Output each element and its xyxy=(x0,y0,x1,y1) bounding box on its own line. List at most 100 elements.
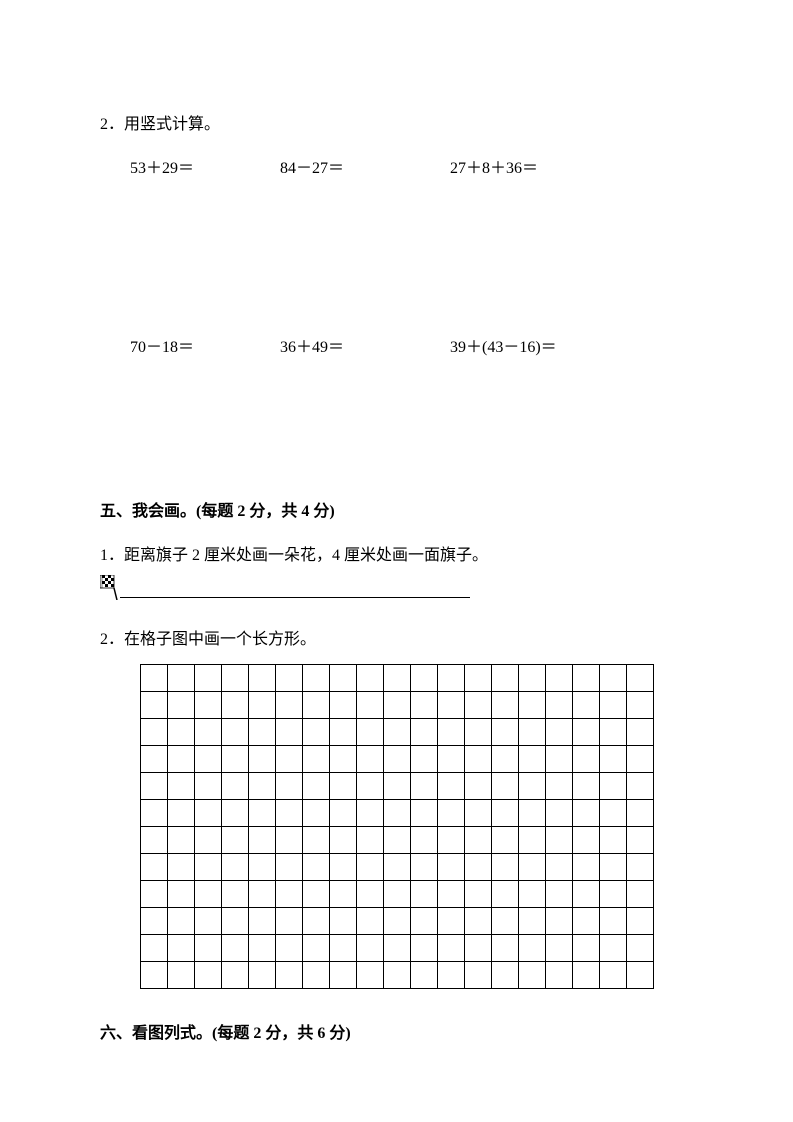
grid-cell xyxy=(195,746,222,773)
grid-cell xyxy=(141,827,168,854)
grid-cell xyxy=(465,773,492,800)
grid-cell xyxy=(600,935,627,962)
grid-cell xyxy=(384,773,411,800)
grid-cell xyxy=(600,908,627,935)
grid-cell xyxy=(330,962,357,989)
grid-cell xyxy=(249,800,276,827)
grid-cell xyxy=(195,881,222,908)
grid-cell xyxy=(573,692,600,719)
grid-cell xyxy=(141,665,168,692)
grid-cell xyxy=(141,800,168,827)
grid-cell xyxy=(357,692,384,719)
grid-cell xyxy=(276,719,303,746)
grid-cell xyxy=(330,908,357,935)
grid-cell xyxy=(411,935,438,962)
grid-cell xyxy=(168,665,195,692)
grid-cell xyxy=(249,665,276,692)
grid-cell xyxy=(330,773,357,800)
grid-cell xyxy=(546,962,573,989)
grid-cell xyxy=(195,719,222,746)
drawing-line xyxy=(120,597,470,598)
grid-cell xyxy=(276,881,303,908)
grid-cell xyxy=(546,935,573,962)
grid-cell xyxy=(492,746,519,773)
grid-cell xyxy=(492,935,519,962)
grid-cell xyxy=(168,962,195,989)
grid-cell xyxy=(330,692,357,719)
grid-container xyxy=(100,664,693,989)
grid-cell xyxy=(195,935,222,962)
grid-cell xyxy=(357,800,384,827)
drawing-grid xyxy=(140,664,654,989)
grid-cell xyxy=(249,746,276,773)
grid-cell xyxy=(492,719,519,746)
grid-cell xyxy=(276,800,303,827)
grid-cell xyxy=(303,773,330,800)
grid-cell xyxy=(627,773,654,800)
grid-cell xyxy=(141,746,168,773)
grid-cell xyxy=(357,962,384,989)
grid-cell xyxy=(222,692,249,719)
grid-cell xyxy=(600,665,627,692)
grid-cell xyxy=(519,719,546,746)
problem-1-2: 84－27＝ xyxy=(280,154,450,178)
grid-cell xyxy=(438,908,465,935)
grid-cell xyxy=(546,908,573,935)
grid-cell xyxy=(276,935,303,962)
problem-row-2: 70－18＝ 36＋49＝ 39＋(43－16)＝ xyxy=(100,333,693,357)
grid-cell xyxy=(222,746,249,773)
grid-cell xyxy=(546,692,573,719)
grid-cell xyxy=(492,827,519,854)
grid-cell xyxy=(303,908,330,935)
grid-cell xyxy=(195,800,222,827)
grid-cell xyxy=(303,665,330,692)
grid-cell xyxy=(492,773,519,800)
grid-cell xyxy=(627,665,654,692)
grid-cell xyxy=(168,881,195,908)
grid-cell xyxy=(222,665,249,692)
grid-cell xyxy=(519,935,546,962)
flag-line-container xyxy=(100,575,693,600)
grid-cell xyxy=(600,719,627,746)
grid-cell xyxy=(168,773,195,800)
grid-cell xyxy=(573,908,600,935)
grid-cell xyxy=(465,962,492,989)
grid-cell xyxy=(600,881,627,908)
work-space-1 xyxy=(100,188,693,333)
grid-cell xyxy=(573,962,600,989)
grid-cell xyxy=(438,746,465,773)
grid-cell xyxy=(492,881,519,908)
grid-cell xyxy=(573,935,600,962)
grid-cell xyxy=(222,719,249,746)
grid-cell xyxy=(141,881,168,908)
grid-cell xyxy=(222,800,249,827)
grid-cell xyxy=(411,719,438,746)
grid-cell xyxy=(357,719,384,746)
grid-cell xyxy=(438,800,465,827)
grid-cell xyxy=(546,719,573,746)
grid-cell xyxy=(330,881,357,908)
grid-cell xyxy=(168,692,195,719)
grid-cell xyxy=(519,746,546,773)
question-2-header: 2．用竖式计算。 xyxy=(100,110,693,134)
grid-cell xyxy=(249,692,276,719)
grid-cell xyxy=(222,962,249,989)
grid-cell xyxy=(276,908,303,935)
problem-2-2: 36＋49＝ xyxy=(280,333,450,357)
grid-cell xyxy=(303,881,330,908)
grid-cell xyxy=(465,908,492,935)
grid-cell xyxy=(141,854,168,881)
grid-cell xyxy=(276,746,303,773)
grid-cell xyxy=(600,692,627,719)
grid-cell xyxy=(600,800,627,827)
grid-cell xyxy=(438,665,465,692)
grid-cell xyxy=(546,800,573,827)
grid-cell xyxy=(168,854,195,881)
grid-cell xyxy=(627,962,654,989)
grid-cell xyxy=(384,665,411,692)
grid-cell xyxy=(141,719,168,746)
grid-cell xyxy=(357,881,384,908)
grid-cell xyxy=(519,800,546,827)
grid-cell xyxy=(465,881,492,908)
grid-cell xyxy=(492,962,519,989)
